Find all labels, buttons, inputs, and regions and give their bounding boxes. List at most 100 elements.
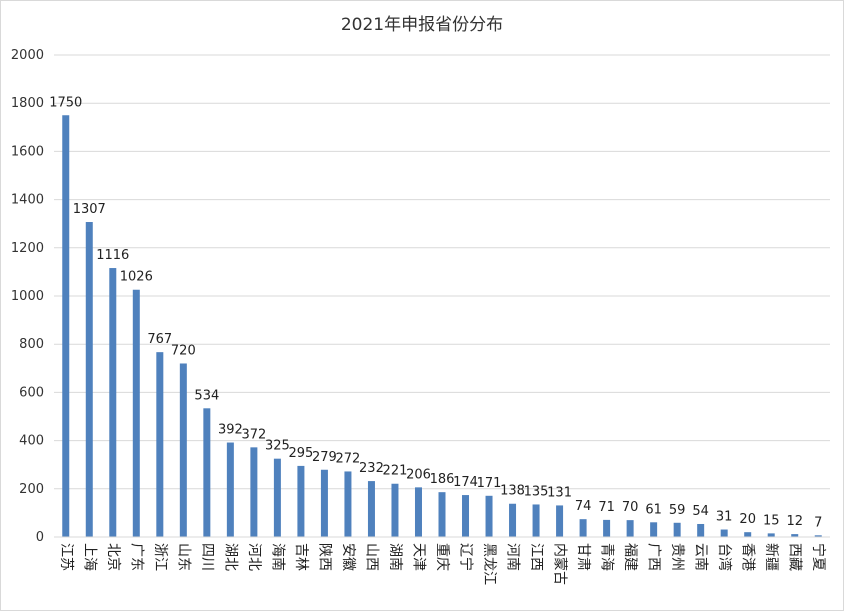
x-tick-label: 福建 bbox=[622, 543, 638, 571]
bar bbox=[532, 504, 540, 537]
x-tick-label: 广东 bbox=[128, 543, 144, 571]
x-tick-label: 陕西 bbox=[316, 543, 332, 571]
x-tick-label: 吉林 bbox=[293, 543, 309, 571]
bar bbox=[109, 268, 117, 537]
x-tick-label: 贵州 bbox=[669, 543, 685, 571]
y-tick-label: 1200 bbox=[11, 241, 44, 256]
data-label: 720 bbox=[171, 343, 196, 358]
bar bbox=[814, 535, 822, 537]
y-tick-label: 1600 bbox=[11, 144, 44, 159]
data-label: 70 bbox=[622, 500, 639, 515]
bar bbox=[344, 471, 352, 537]
data-label: 135 bbox=[524, 484, 549, 499]
bar bbox=[179, 363, 187, 537]
bar bbox=[203, 408, 211, 537]
bar bbox=[744, 532, 752, 537]
x-tick-label: 云南 bbox=[693, 543, 709, 571]
data-label: 534 bbox=[194, 388, 219, 403]
bar bbox=[509, 503, 517, 537]
x-tick-label: 四川 bbox=[199, 543, 215, 571]
x-tick-label: 江苏 bbox=[58, 543, 74, 571]
bar bbox=[697, 523, 705, 537]
x-tick-label: 西藏 bbox=[787, 543, 803, 571]
bar bbox=[603, 519, 611, 537]
data-label: 1026 bbox=[120, 270, 153, 285]
data-label: 206 bbox=[406, 467, 431, 482]
y-tick-label: 1800 bbox=[11, 96, 44, 111]
bar bbox=[250, 447, 258, 537]
data-label: 131 bbox=[547, 485, 572, 500]
x-tick-label: 辽宁 bbox=[458, 543, 475, 571]
bar bbox=[791, 534, 799, 537]
bar bbox=[297, 465, 305, 537]
data-label: 7 bbox=[814, 515, 822, 530]
x-tick-label: 青海 bbox=[599, 543, 615, 571]
x-tick-label: 重庆 bbox=[434, 543, 450, 571]
x-tick-label: 甘肃 bbox=[575, 543, 591, 571]
data-label: 325 bbox=[265, 439, 290, 454]
x-tick-label: 台湾 bbox=[716, 543, 733, 571]
y-tick-label: 1400 bbox=[11, 193, 44, 208]
x-tick-label: 安徽 bbox=[340, 543, 356, 571]
data-label: 372 bbox=[241, 427, 266, 442]
x-tick-label: 宁夏 bbox=[810, 543, 827, 571]
data-label: 138 bbox=[500, 484, 525, 499]
x-tick-label: 天津 bbox=[410, 543, 426, 571]
data-label: 74 bbox=[575, 499, 592, 514]
bar bbox=[767, 533, 775, 537]
bar bbox=[650, 522, 658, 537]
bar bbox=[414, 487, 422, 537]
data-label: 232 bbox=[359, 461, 384, 476]
x-tick-label: 海南 bbox=[269, 543, 285, 571]
x-tick-label: 江西 bbox=[528, 543, 544, 571]
y-tick-label: 800 bbox=[19, 337, 44, 352]
bar bbox=[673, 522, 681, 537]
bar bbox=[367, 481, 375, 537]
data-label: 279 bbox=[312, 450, 337, 465]
x-tick-label: 上海 bbox=[81, 543, 97, 571]
data-label: 31 bbox=[716, 510, 733, 525]
bar bbox=[156, 352, 164, 537]
bar bbox=[462, 495, 470, 537]
x-tick-label: 河南 bbox=[505, 543, 521, 571]
bar bbox=[579, 519, 587, 537]
bar bbox=[438, 492, 446, 537]
bar bbox=[720, 529, 728, 537]
data-label: 61 bbox=[645, 502, 662, 517]
data-label: 1750 bbox=[49, 95, 82, 110]
data-label: 392 bbox=[218, 423, 243, 438]
data-label: 174 bbox=[453, 475, 478, 490]
bar bbox=[556, 505, 564, 537]
y-tick-label: 600 bbox=[19, 385, 44, 400]
data-label: 171 bbox=[477, 476, 502, 491]
chart-title: 2021年申报省份分布 bbox=[340, 15, 504, 35]
x-tick-label: 山东 bbox=[175, 543, 191, 571]
y-tick-label: 0 bbox=[36, 530, 44, 545]
bar bbox=[273, 458, 281, 537]
y-tick-label: 2000 bbox=[11, 48, 44, 63]
bar bbox=[85, 222, 93, 537]
data-label: 59 bbox=[669, 503, 686, 518]
x-tick-label: 湖北 bbox=[222, 543, 238, 571]
y-tick-label: 1000 bbox=[11, 289, 44, 304]
bar bbox=[320, 469, 328, 537]
data-label: 295 bbox=[288, 446, 313, 461]
bar bbox=[626, 520, 634, 537]
data-label: 54 bbox=[692, 504, 709, 519]
x-tick-label: 黑龙江 bbox=[481, 543, 497, 585]
bar bbox=[62, 115, 70, 537]
bar bbox=[132, 289, 140, 537]
bar bbox=[485, 495, 493, 537]
x-tick-label: 内蒙古 bbox=[552, 543, 568, 585]
data-label: 1307 bbox=[73, 202, 106, 217]
data-label: 15 bbox=[763, 513, 780, 528]
x-tick-label: 新疆 bbox=[763, 543, 779, 571]
x-tick-label: 广西 bbox=[646, 543, 662, 571]
x-tick-label: 山西 bbox=[363, 543, 379, 571]
data-label: 186 bbox=[430, 472, 455, 487]
data-label: 221 bbox=[383, 464, 408, 479]
data-label: 767 bbox=[147, 332, 172, 347]
data-label: 20 bbox=[739, 512, 756, 527]
